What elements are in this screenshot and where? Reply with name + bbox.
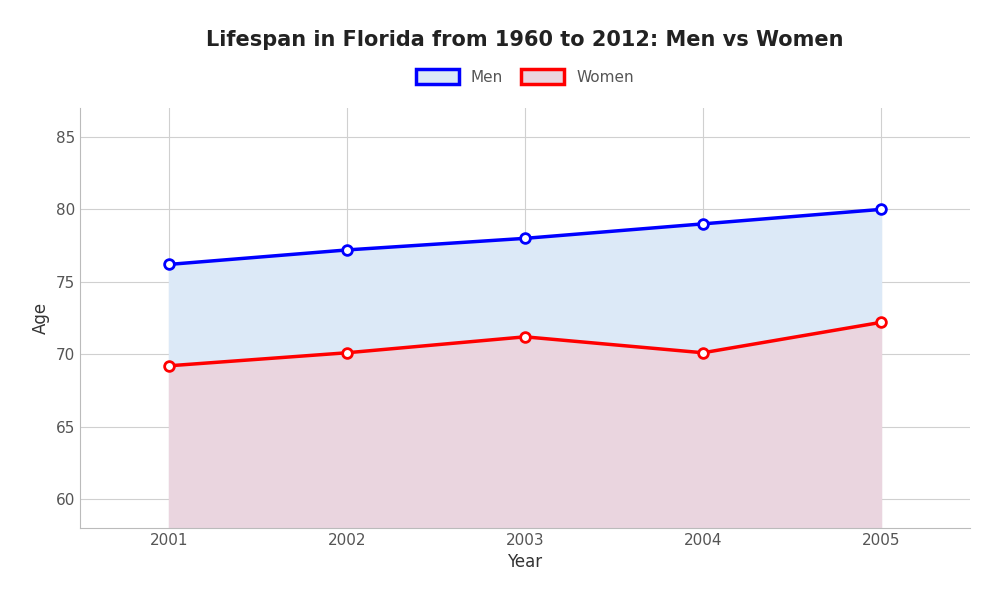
X-axis label: Year: Year bbox=[507, 553, 543, 571]
Legend: Men, Women: Men, Women bbox=[408, 61, 642, 92]
Y-axis label: Age: Age bbox=[32, 302, 50, 334]
Title: Lifespan in Florida from 1960 to 2012: Men vs Women: Lifespan in Florida from 1960 to 2012: M… bbox=[206, 29, 844, 49]
